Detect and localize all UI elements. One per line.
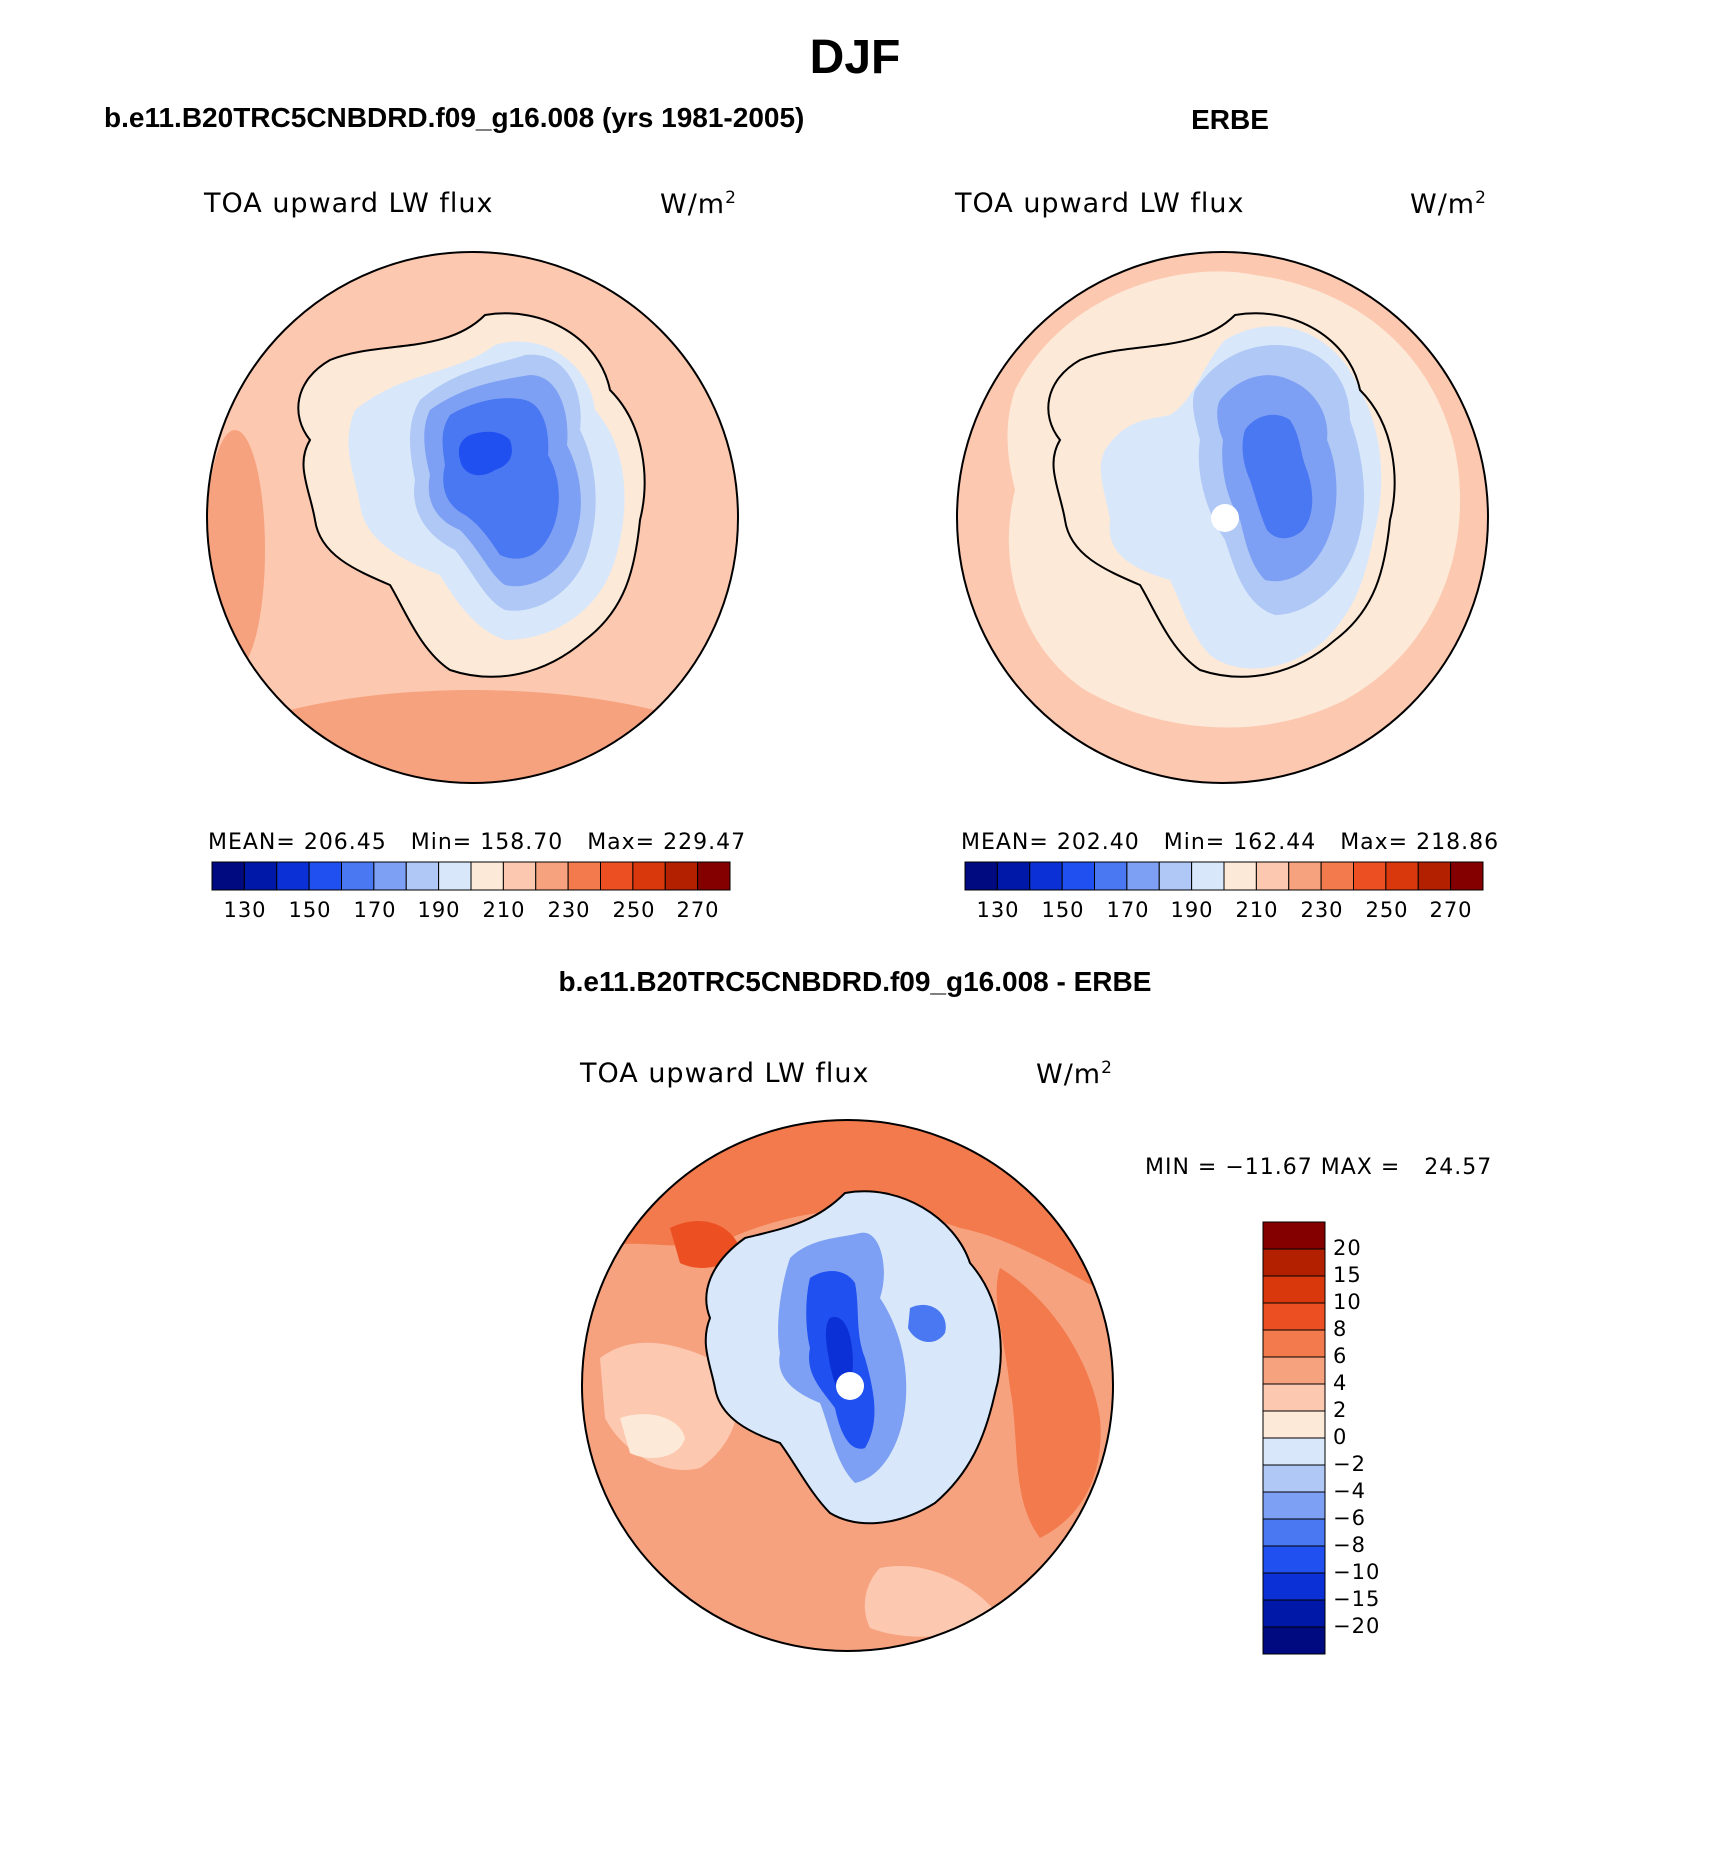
panel-title-obs: ERBE: [1191, 104, 1269, 135]
figure-title: DJF: [809, 31, 901, 84]
units-label-obs: W/m2: [1410, 188, 1487, 220]
cbar-tick: −6: [1333, 1506, 1366, 1530]
colorbar-swatch: [1353, 861, 1387, 891]
cbar-tick: 230: [1300, 898, 1344, 922]
cbar-tick: 270: [676, 898, 720, 922]
colorbar-swatch: [964, 861, 998, 891]
cbar-tick: 190: [1170, 898, 1214, 922]
cbar-tick: 210: [482, 898, 526, 922]
cbar-tick: 230: [547, 898, 591, 922]
colorbar-swatch: [470, 861, 504, 891]
colorbar-swatch: [1262, 1572, 1326, 1601]
cbar-tick: 0: [1333, 1425, 1348, 1449]
colorbar-swatch: [535, 861, 569, 891]
colorbar-swatch: [1262, 1626, 1326, 1655]
cbar-tick: 4: [1333, 1371, 1348, 1395]
colorbar-model: [211, 861, 731, 891]
colorbar-swatch: [502, 861, 537, 891]
colorbar-swatch: [341, 861, 375, 891]
colorbar-swatch: [1385, 861, 1419, 891]
panel-title-model: b.e11.B20TRC5CNBDRD.f09_g16.008 (yrs 198…: [104, 102, 805, 133]
colorbar-swatch: [1262, 1518, 1326, 1547]
cbar-tick: 6: [1333, 1344, 1348, 1368]
colorbar-swatch: [567, 861, 601, 891]
cbar-tick: 250: [612, 898, 656, 922]
cbar-tick: 270: [1429, 898, 1473, 922]
colorbar-swatch: [632, 861, 666, 891]
colorbar-swatch: [1191, 861, 1225, 891]
cbar-tick: −8: [1333, 1533, 1366, 1557]
colorbar-swatch: [308, 861, 342, 891]
stats-model: MEAN= 206.45 Min= 158.70 Max= 229.47: [208, 830, 747, 855]
colorbar-swatch: [276, 861, 310, 891]
variable-label-obs: TOA upward LW flux: [955, 188, 1245, 219]
cbar-tick: 2: [1333, 1398, 1348, 1422]
colorbar-swatch: [1262, 1221, 1326, 1250]
colorbar-swatch: [405, 861, 440, 891]
cbar-tick: 210: [1235, 898, 1279, 922]
cbar-tick: 250: [1365, 898, 1409, 922]
units-label-diff: W/m2: [1036, 1058, 1113, 1090]
stats-obs: MEAN= 202.40 Min= 162.44 Max= 218.86: [961, 830, 1500, 855]
colorbar-swatch: [1262, 1383, 1326, 1412]
colorbar-swatch: [1029, 861, 1063, 891]
colorbar-swatch: [1262, 1437, 1326, 1466]
colorbar-swatch: [600, 861, 634, 891]
colorbar-swatch: [1262, 1275, 1326, 1304]
colorbar-swatch: [697, 861, 731, 891]
colorbar-swatch: [1262, 1545, 1326, 1574]
cbar-tick: 130: [223, 898, 267, 922]
colorbar-swatch: [1262, 1599, 1326, 1628]
colorbar-swatch: [1262, 1356, 1326, 1385]
colorbar-swatch: [1061, 861, 1095, 891]
colorbar-swatch: [996, 861, 1031, 891]
colorbar-swatch: [1262, 1302, 1326, 1331]
polar-map-model: [206, 251, 739, 784]
panel-title-diff: b.e11.B20TRC5CNBDRD.f09_g16.008 - ERBE: [558, 966, 1152, 997]
colorbar-obs: [964, 861, 1484, 891]
variable-label-diff: TOA upward LW flux: [580, 1058, 870, 1089]
units-label-model: W/m2: [660, 188, 737, 220]
cbar-tick: −4: [1333, 1479, 1366, 1503]
colorbar-swatch: [1094, 861, 1128, 891]
cbar-tick: 150: [1041, 898, 1085, 922]
cbar-tick: 20: [1333, 1236, 1362, 1260]
variable-label-model: TOA upward LW flux: [204, 188, 494, 219]
cbar-tick: 8: [1333, 1317, 1348, 1341]
colorbar-swatch: [1262, 1248, 1326, 1277]
colorbar-swatch: [664, 861, 699, 891]
colorbar-swatch: [1262, 1491, 1326, 1520]
cbar-tick: 170: [1106, 898, 1150, 922]
colorbar-diff: [1262, 1221, 1326, 1655]
cbar-tick: 130: [976, 898, 1020, 922]
colorbar-swatch: [1255, 861, 1290, 891]
cbar-tick: −20: [1333, 1614, 1381, 1638]
colorbar-swatch: [243, 861, 278, 891]
colorbar-swatch: [1262, 1329, 1326, 1358]
cbar-tick: −2: [1333, 1452, 1366, 1476]
colorbar-swatch: [1262, 1410, 1326, 1439]
colorbar-swatch: [211, 861, 245, 891]
polar-map-diff: [581, 1119, 1114, 1652]
cbar-tick: 190: [417, 898, 461, 922]
colorbar-swatch: [1158, 861, 1193, 891]
colorbar-swatch: [1262, 1464, 1326, 1493]
colorbar-swatch: [1288, 861, 1322, 891]
colorbar-swatch: [438, 861, 472, 891]
cbar-tick: 170: [353, 898, 397, 922]
cbar-tick: −10: [1333, 1560, 1381, 1584]
colorbar-swatch: [1223, 861, 1257, 891]
cbar-tick: 150: [288, 898, 332, 922]
cbar-tick: −15: [1333, 1587, 1381, 1611]
colorbar-swatch: [373, 861, 407, 891]
polar-map-obs: [956, 251, 1489, 784]
colorbar-swatch: [1126, 861, 1160, 891]
cbar-tick: 10: [1333, 1290, 1362, 1314]
colorbar-swatch: [1450, 861, 1484, 891]
colorbar-swatch: [1417, 861, 1452, 891]
stats-diff: MIN = −11.67 MAX = 24.57: [1145, 1155, 1493, 1180]
colorbar-swatch: [1320, 861, 1354, 891]
cbar-tick: 15: [1333, 1263, 1362, 1287]
